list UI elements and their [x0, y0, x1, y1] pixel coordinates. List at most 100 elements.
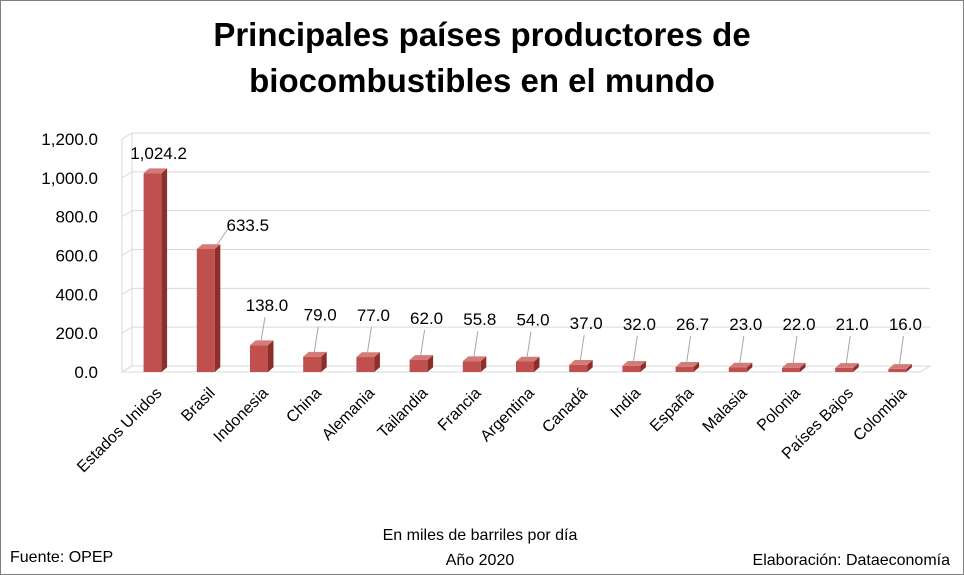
leader-line [216, 228, 229, 246]
bar [250, 340, 274, 372]
bar [196, 244, 221, 372]
x-axis-label: En miles de barriles por día [380, 527, 580, 545]
category-label: Indonesia [211, 385, 272, 446]
bar-top [569, 360, 593, 365]
data-labels: 1,024.2 633.5 138.0 79.0 77.0 62.0 55.8 54.0 37.… [130, 144, 922, 365]
bar-top [303, 351, 327, 357]
bar-top [835, 363, 859, 368]
y-tick-label: 400.0 [55, 285, 98, 304]
bar-side [640, 360, 646, 372]
bar-top [356, 352, 380, 358]
bar-side [587, 360, 593, 372]
bar-top [196, 244, 221, 249]
bar [888, 364, 912, 372]
bar-top [782, 362, 806, 368]
data-label: 55.8 [463, 310, 496, 329]
bar-front [728, 367, 747, 372]
source-text: Fuente: OPEP [10, 549, 114, 566]
leader-line [579, 334, 585, 361]
data-label: 633.5 [227, 216, 270, 235]
category-label: Estados Unidos [74, 385, 165, 476]
bar-top [143, 168, 168, 174]
x-axis-label-line1: En miles de barriles por día [382, 527, 578, 544]
category-label: Polonia [754, 385, 804, 435]
bar-front [622, 365, 641, 372]
category-label: Alemania [319, 385, 378, 444]
bar-side [161, 168, 168, 372]
bar-front [888, 368, 907, 372]
bar-front [143, 173, 162, 372]
bar [516, 356, 540, 372]
credit-text: Elaboración: Dataeconomía [752, 552, 950, 569]
year-label: Año 2020 [380, 552, 580, 570]
data-label: 79.0 [304, 306, 337, 325]
floor [120, 365, 932, 373]
leader-line [845, 335, 851, 364]
bar-front [462, 361, 481, 372]
category-label: Francia [435, 385, 485, 435]
leader-line [686, 335, 692, 363]
y-tick-label: 800.0 [55, 208, 98, 227]
leader-line [260, 317, 266, 342]
bar-side [374, 352, 380, 372]
bar [462, 356, 487, 372]
bar-side [427, 355, 434, 372]
bar [303, 351, 327, 372]
leader-line [473, 331, 479, 358]
y-tick-label: 1,000.0 [41, 169, 98, 188]
bar-side [534, 356, 540, 372]
gridline-depth [121, 326, 133, 334]
bar-front [835, 367, 854, 372]
bar-top [675, 362, 700, 367]
bar-front [782, 367, 800, 372]
bar-side [268, 340, 274, 372]
bar [835, 363, 859, 372]
data-label: 32.0 [623, 315, 656, 334]
leader-line [420, 329, 426, 357]
bar-side [746, 362, 753, 372]
y-axis-ticks: 0.0 200.0 400.0 600.0 800.0 1,000.0 1,200.0 [41, 130, 98, 382]
category-label: China [283, 385, 325, 427]
bar-top [250, 340, 274, 346]
data-label: 16.0 [889, 315, 922, 334]
bar-side [480, 356, 487, 372]
y-tick-label: 600.0 [55, 247, 98, 266]
bars [143, 168, 912, 372]
data-label: 22.0 [782, 315, 815, 334]
leader-line [792, 335, 798, 364]
data-label: 54.0 [516, 311, 549, 330]
bar [356, 352, 380, 372]
category-label: Tailandia [375, 385, 432, 442]
bar-top [462, 356, 487, 362]
gridlines [120, 132, 932, 373]
leader-line [898, 335, 904, 365]
bar-top [409, 355, 434, 360]
bar-top [888, 364, 912, 369]
y-tick-label: 0.0 [74, 363, 98, 382]
leader-line [366, 326, 372, 354]
bar [782, 362, 806, 372]
bar [409, 355, 434, 372]
y-tick-label: 1,200.0 [41, 130, 98, 149]
category-label: Colombia [850, 385, 910, 445]
data-label: 62.0 [410, 309, 443, 328]
bar-side [853, 363, 859, 372]
data-label: 23.0 [729, 315, 762, 334]
bar-top [516, 356, 540, 362]
bar-side [800, 362, 806, 372]
bar-front [409, 359, 428, 372]
leader-line [526, 331, 532, 358]
leader-line [632, 335, 638, 362]
bar-side [906, 364, 912, 372]
bar [622, 360, 646, 372]
leader-line [739, 335, 745, 364]
bar-front [196, 248, 215, 372]
bar-front [303, 356, 322, 372]
bar-top [622, 360, 646, 366]
bar-front [569, 364, 588, 372]
bar-front [250, 345, 268, 372]
x-axis-label-line2: Año 2020 [445, 552, 515, 569]
data-label: 26.7 [676, 315, 709, 334]
y-tick-label: 200.0 [55, 324, 98, 343]
category-label: India [608, 385, 645, 422]
